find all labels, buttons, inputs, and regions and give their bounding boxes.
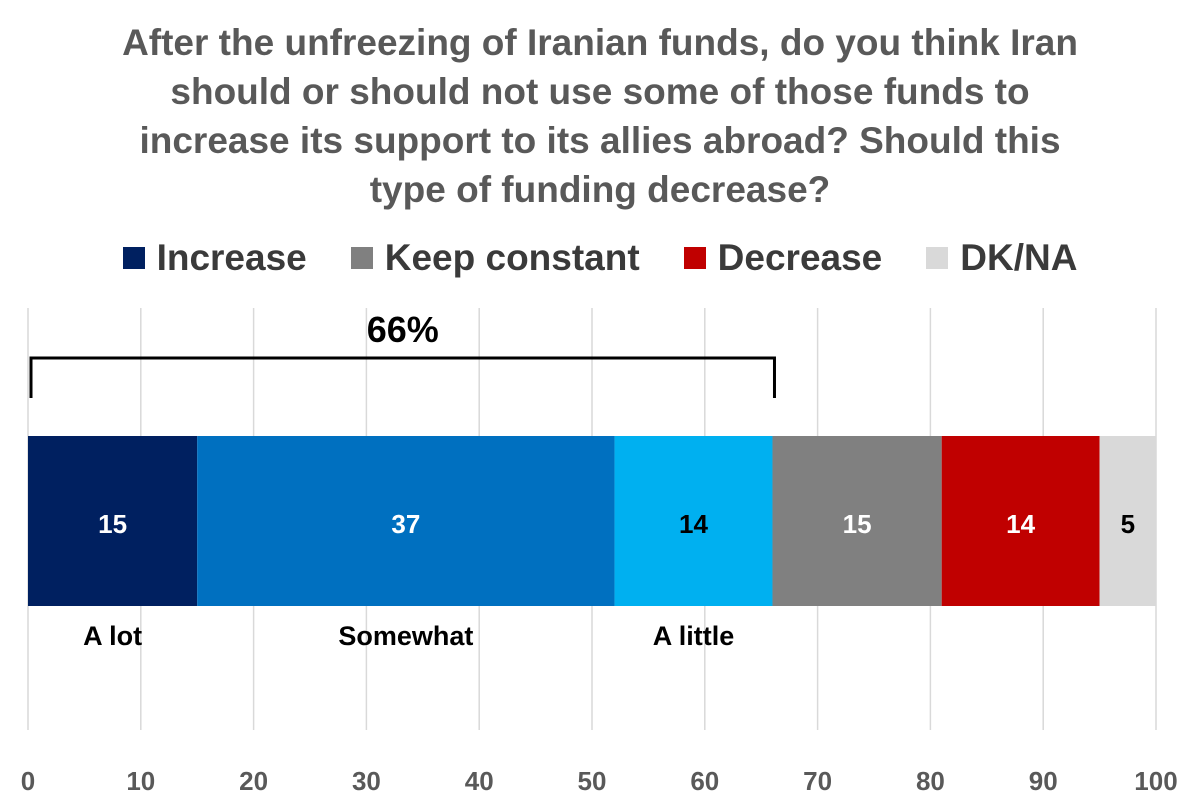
x-tick-label-20: 20 bbox=[239, 766, 268, 796]
legend-item-decrease: Decrease bbox=[683, 237, 883, 279]
data-label-5: 5 bbox=[1121, 509, 1135, 539]
category-label-2: A little bbox=[653, 621, 735, 651]
bracket-annotation: 66% bbox=[29, 309, 776, 398]
legend-label-increase: Increase bbox=[156, 237, 307, 278]
x-tick-label-40: 40 bbox=[465, 766, 494, 796]
chart-legend: Increase Keep constant Decrease DK/NA bbox=[0, 235, 1200, 281]
x-tick-label-90: 90 bbox=[1029, 766, 1058, 796]
legend-label-keep-constant: Keep constant bbox=[384, 237, 640, 278]
x-tick-label-10: 10 bbox=[126, 766, 155, 796]
x-tick-label-80: 80 bbox=[916, 766, 945, 796]
x-tick-label-100: 100 bbox=[1134, 766, 1177, 796]
bracket-line bbox=[29, 356, 776, 398]
bar-segments: 15 37 14 15 14 5 bbox=[28, 436, 1156, 606]
legend-swatch-decrease bbox=[683, 247, 706, 269]
data-label-4: 14 bbox=[1006, 509, 1035, 539]
x-tick-label-50: 50 bbox=[578, 766, 607, 796]
data-label-3: 15 bbox=[843, 509, 872, 539]
legend-item-dk-na: DK/NA bbox=[926, 237, 1077, 279]
legend-swatch-keep-constant bbox=[350, 247, 373, 269]
category-labels: A lot Somewhat A little bbox=[83, 621, 734, 651]
category-label-1: Somewhat bbox=[338, 621, 473, 651]
legend-label-decrease: Decrease bbox=[717, 237, 883, 278]
data-label-0: 15 bbox=[98, 509, 127, 539]
legend-label-dk-na: DK/NA bbox=[960, 237, 1078, 278]
bar-segment-1 bbox=[197, 436, 615, 606]
bracket-label: 66% bbox=[367, 309, 439, 350]
data-label-2: 14 bbox=[679, 509, 708, 539]
x-tick-label-70: 70 bbox=[803, 766, 832, 796]
bar-segment-3 bbox=[772, 436, 942, 606]
category-label-0: A lot bbox=[83, 621, 142, 651]
data-label-1: 37 bbox=[391, 509, 420, 539]
bar-segment-2 bbox=[614, 436, 773, 606]
legend-item-keep-constant: Keep constant bbox=[350, 237, 640, 279]
x-axis-tick-labels: 0 10 20 30 40 50 60 70 80 90 100 bbox=[21, 766, 1178, 796]
x-tick-label-30: 30 bbox=[352, 766, 381, 796]
x-tick-label-0: 0 bbox=[21, 766, 35, 796]
bar-segment-5 bbox=[1099, 436, 1156, 606]
legend-swatch-increase bbox=[122, 247, 145, 269]
bar-segment-0 bbox=[28, 436, 198, 606]
legend-swatch-dk-na bbox=[926, 247, 949, 269]
chart-title: After the unfreezing of Iranian funds, d… bbox=[122, 22, 1078, 210]
legend-item-increase: Increase bbox=[122, 237, 307, 279]
bar-segment-4 bbox=[941, 436, 1100, 606]
x-tick-label-60: 60 bbox=[690, 766, 719, 796]
